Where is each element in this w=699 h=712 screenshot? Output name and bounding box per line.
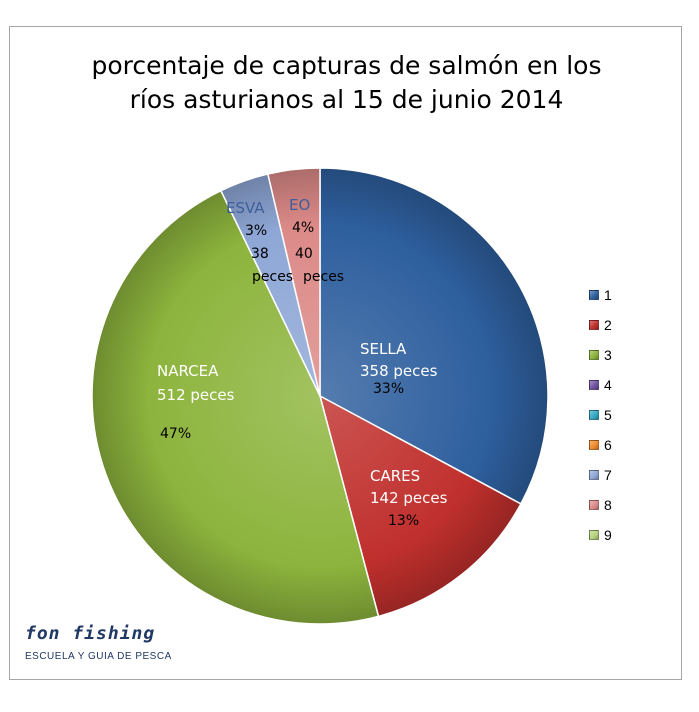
brand-subtitle: ESCUELA Y GUIA DE PESCA (25, 651, 172, 662)
legend-label: 8 (604, 497, 612, 513)
chart-title-line-1: porcentaje de capturas de salmón en los (91, 51, 602, 80)
legend-item-2: 2 (589, 310, 612, 340)
legend-item-6: 6 (589, 430, 612, 460)
pie-slice-eo (266, 167, 321, 397)
chart-title-line-2: ríos asturianos al 15 de junio 2014 (129, 85, 564, 114)
legend-label: 1 (604, 287, 612, 303)
legend-swatch (589, 290, 599, 300)
legend-item-5: 5 (589, 400, 612, 430)
legend-label: 2 (604, 317, 612, 333)
label-count-cares: 142 peces (370, 489, 448, 507)
legend-swatch (589, 530, 599, 540)
legend-label: 6 (604, 437, 612, 453)
label-name-eo: EO (289, 196, 310, 214)
legend-swatch (589, 380, 599, 390)
label-count-esva: 38 (251, 246, 269, 262)
legend-swatch (589, 470, 599, 480)
brand-logo-text: fon fishing (25, 623, 156, 644)
label-name-esva: ESVA (226, 199, 265, 217)
label-name-narcea: NARCEA (157, 362, 219, 380)
label-name-cares: CARES (370, 467, 420, 485)
label-name-sella: SELLA (360, 340, 407, 358)
label-count-sella: 358 peces (360, 362, 438, 380)
legend-item-8: 8 (589, 490, 612, 520)
pie-slice-sella (319, 167, 549, 505)
legend-swatch (589, 410, 599, 420)
legend-label: 4 (604, 377, 612, 393)
legend-item-9: 9 (589, 520, 612, 550)
legend-swatch (589, 350, 599, 360)
legend-item-4: 4 (589, 370, 612, 400)
label-percent-sella: 33% (373, 381, 404, 397)
chart-title: porcentaje de capturas de salmón en los … (11, 49, 682, 117)
legend-label: 9 (604, 527, 612, 543)
label-percent-eo: 4% (292, 220, 314, 236)
label-unit-esva: peces (252, 269, 293, 285)
legend-item-1: 1 (589, 280, 612, 310)
label-count-eo: 40 (295, 246, 313, 262)
legend-item-3: 3 (589, 340, 612, 370)
pie-slice-narcea (91, 189, 380, 625)
legend-label: 5 (604, 407, 612, 423)
legend-label: 7 (604, 467, 612, 483)
legend-label: 3 (604, 347, 612, 363)
pie-slice-cares (318, 394, 522, 618)
legend-swatch (589, 500, 599, 510)
legend-swatch (589, 320, 599, 330)
label-unit-eo: peces (303, 269, 344, 285)
legend-swatch (589, 440, 599, 450)
label-percent-esva: 3% (245, 223, 267, 239)
chart-legend: 1 2 3 4 5 6 7 8 9 (589, 280, 612, 550)
label-percent-cares: 13% (388, 513, 419, 529)
label-percent-narcea: 47% (160, 426, 191, 442)
legend-item-7: 7 (589, 460, 612, 490)
label-count-narcea: 512 peces (157, 386, 235, 404)
pie-slices (91, 167, 549, 625)
